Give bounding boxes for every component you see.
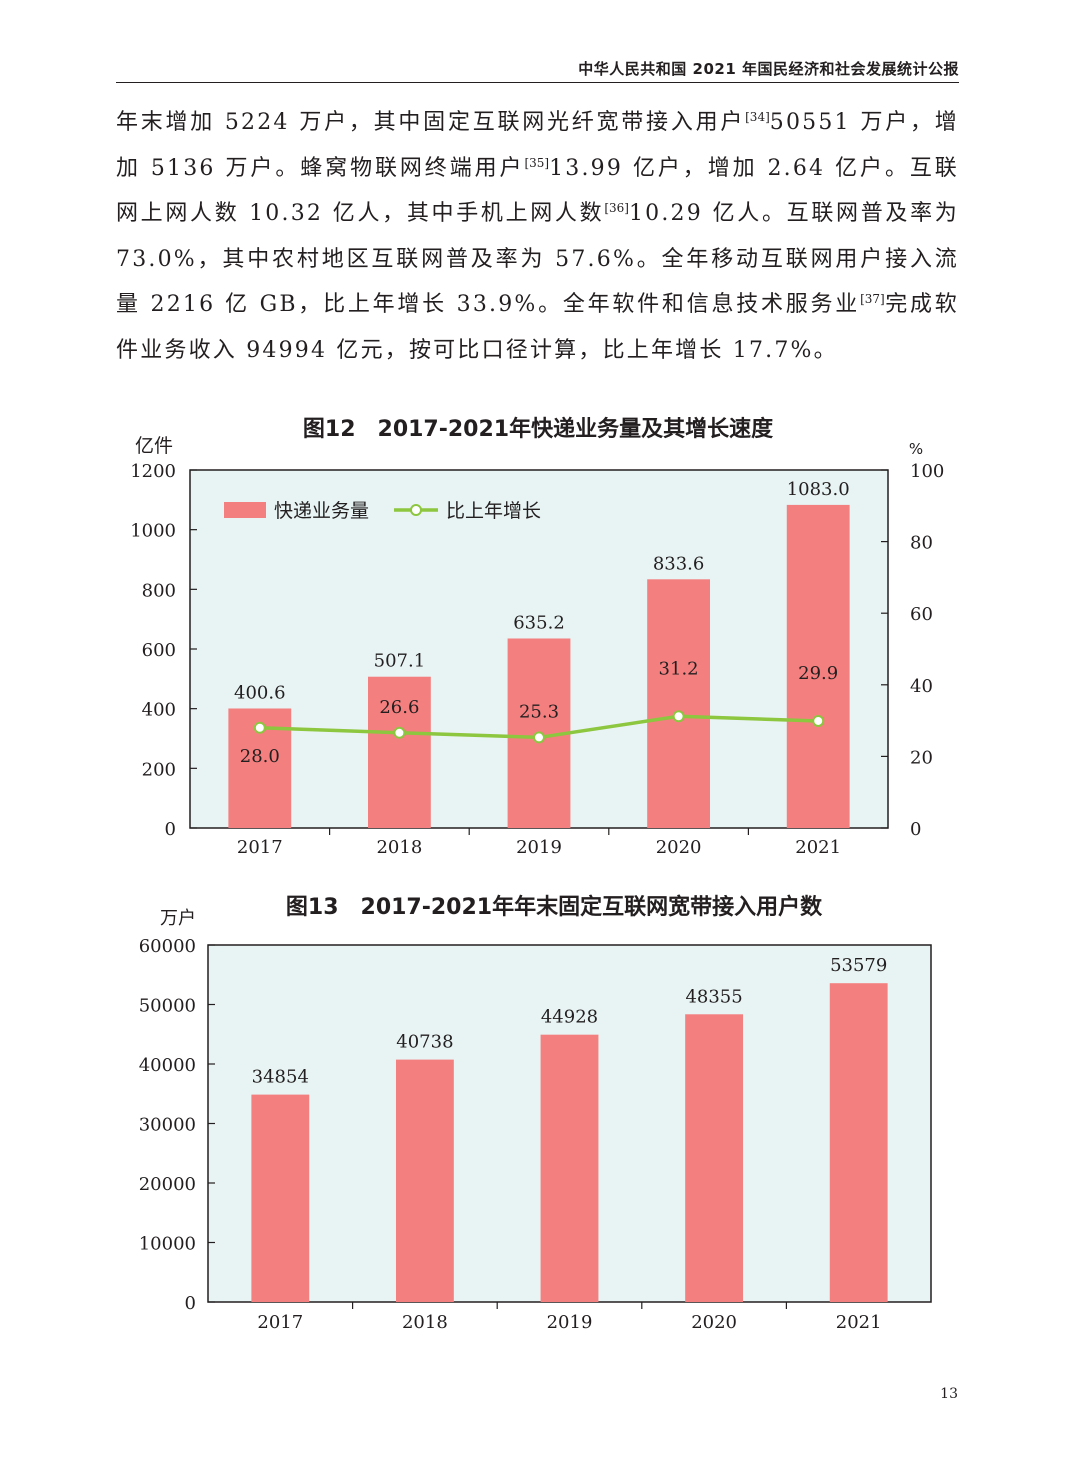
x-tick-label: 2018 bbox=[376, 837, 422, 858]
page-number: 13 bbox=[940, 1386, 958, 1402]
bar-value-label: 833.6 bbox=[653, 553, 705, 574]
growth-rate-label: 25.3 bbox=[519, 701, 559, 722]
y-tick-label: 60000 bbox=[139, 936, 196, 957]
y-tick-label: 800 bbox=[142, 580, 176, 601]
x-tick-label: 2021 bbox=[836, 1312, 882, 1333]
running-header: 中华人民共和国 2021 年国民经济和社会发展统计公报 bbox=[116, 58, 959, 83]
y-tick-label: 1200 bbox=[130, 461, 176, 482]
y2-tick-label: 40 bbox=[910, 676, 933, 697]
legend-line-label: 比上年增长 bbox=[446, 500, 541, 522]
bar-value-label: 48355 bbox=[685, 986, 742, 1007]
footnote-ref-35[interactable]: [35] bbox=[524, 155, 550, 170]
bar-broadband-users bbox=[540, 1034, 599, 1302]
x-tick-label: 2021 bbox=[795, 837, 841, 858]
y2-tick-label: 80 bbox=[910, 533, 933, 554]
x-tick-label: 2020 bbox=[691, 1312, 737, 1333]
paragraph-text-1: 年末增加 5224 万户，其中固定互联网光纤宽带接入用户 bbox=[116, 110, 746, 135]
y-tick-label: 10000 bbox=[139, 1234, 196, 1255]
growth-rate-point bbox=[393, 726, 406, 739]
header-title: 中华人民共和国 2021 年国民经济和社会发展统计公报 bbox=[578, 60, 959, 78]
y-tick-label: 20000 bbox=[139, 1174, 196, 1195]
footnote-ref-34[interactable]: [34] bbox=[745, 110, 770, 124]
legend-bar-swatch bbox=[224, 502, 266, 518]
left-axis-unit: 万户 bbox=[160, 908, 196, 929]
y2-tick-label: 60 bbox=[910, 604, 933, 625]
growth-rate-label: 29.9 bbox=[798, 663, 838, 684]
bar-broadband-users bbox=[829, 983, 888, 1302]
y-tick-label: 1000 bbox=[130, 521, 176, 542]
bar-broadband-users bbox=[685, 1014, 744, 1302]
y-tick-label: 50000 bbox=[139, 996, 196, 1017]
y-tick-label: 400 bbox=[142, 700, 176, 721]
bar-broadband-users bbox=[251, 1094, 310, 1302]
bar-value-label: 635.2 bbox=[513, 612, 565, 633]
paragraph-text-2: 50551 万户，增加 5136 万户。蜂窝物联网终端用户 bbox=[116, 110, 960, 181]
growth-rate-point bbox=[253, 721, 266, 734]
y-tick-label: 0 bbox=[165, 819, 176, 840]
y-tick-label: 600 bbox=[142, 640, 176, 661]
x-tick-label: 2020 bbox=[656, 837, 702, 858]
y-tick-label: 0 bbox=[185, 1293, 196, 1314]
left-axis-unit: 亿件 bbox=[135, 435, 173, 457]
bar-broadband-users bbox=[395, 1059, 454, 1302]
growth-rate-point bbox=[812, 714, 825, 727]
x-tick-label: 2017 bbox=[237, 837, 283, 858]
bar-value-label: 44928 bbox=[541, 1007, 598, 1028]
bar-value-label: 400.6 bbox=[234, 682, 286, 703]
paragraph-text-4: 10.29 亿人。互联网普及率为 73.0%，其中农村地区互联网普及率为 57.… bbox=[116, 201, 959, 317]
chart-title: 图13 2017-2021年年末固定互联网宽带接入用户数 bbox=[286, 894, 823, 920]
x-tick-label: 2017 bbox=[257, 1312, 303, 1333]
y-tick-label: 200 bbox=[142, 759, 176, 780]
y-tick-label: 40000 bbox=[139, 1055, 196, 1076]
legend-line-marker bbox=[410, 504, 422, 516]
growth-rate-point bbox=[672, 710, 685, 723]
paragraph-text-3: 13.99 亿户，增加 2.64 亿户。互联网上网人数 10.32 亿人，其中手… bbox=[116, 155, 959, 227]
footnote-ref-36[interactable]: [36] bbox=[604, 201, 629, 215]
x-tick-label: 2019 bbox=[547, 1312, 593, 1333]
chart-title: 图12 2017-2021年快递业务量及其增长速度 bbox=[303, 416, 774, 442]
growth-rate-point bbox=[533, 731, 545, 744]
bar-value-label: 53579 bbox=[830, 955, 887, 976]
legend-bar-label: 快递业务量 bbox=[274, 500, 369, 522]
bar-value-label: 507.1 bbox=[374, 651, 426, 672]
bar-express-volume bbox=[647, 579, 711, 828]
bar-value-label: 40738 bbox=[396, 1032, 453, 1053]
paragraph-text-5: 完成软件业务收入 94994 亿元，按可比口径计算，比上年增长 17.7%。 bbox=[116, 292, 959, 363]
y2-tick-label: 20 bbox=[910, 747, 933, 768]
growth-rate-label: 31.2 bbox=[659, 658, 699, 679]
bar-express-volume bbox=[367, 676, 431, 828]
y2-tick-label: 0 bbox=[910, 819, 921, 840]
y2-tick-label: 100 bbox=[910, 461, 944, 482]
growth-rate-label: 28.0 bbox=[240, 746, 280, 767]
figure-13-broadband-users-chart: 图13 2017-2021年年末固定互联网宽带接入用户数万户 0 10000 2000… bbox=[116, 880, 961, 1350]
x-tick-label: 2019 bbox=[516, 837, 562, 858]
growth-rate-label: 26.6 bbox=[379, 697, 419, 718]
bar-value-label: 1083.0 bbox=[787, 479, 850, 500]
bar-value-label: 34854 bbox=[252, 1067, 309, 1088]
figure-12-express-volume-chart: 图12 2017-2021年快递业务量及其增长速度 亿件% 0 200 400 600 80… bbox=[116, 400, 961, 870]
body-paragraph: 年末增加 5224 万户，其中固定互联网光纤宽带接入用户[34]50551 万户… bbox=[116, 100, 959, 373]
bar-express-volume bbox=[786, 504, 850, 828]
x-tick-label: 2018 bbox=[402, 1312, 448, 1333]
y-tick-label: 30000 bbox=[139, 1115, 196, 1136]
right-axis-unit: % bbox=[909, 440, 923, 458]
footnote-ref-37[interactable]: [37] bbox=[860, 292, 885, 306]
